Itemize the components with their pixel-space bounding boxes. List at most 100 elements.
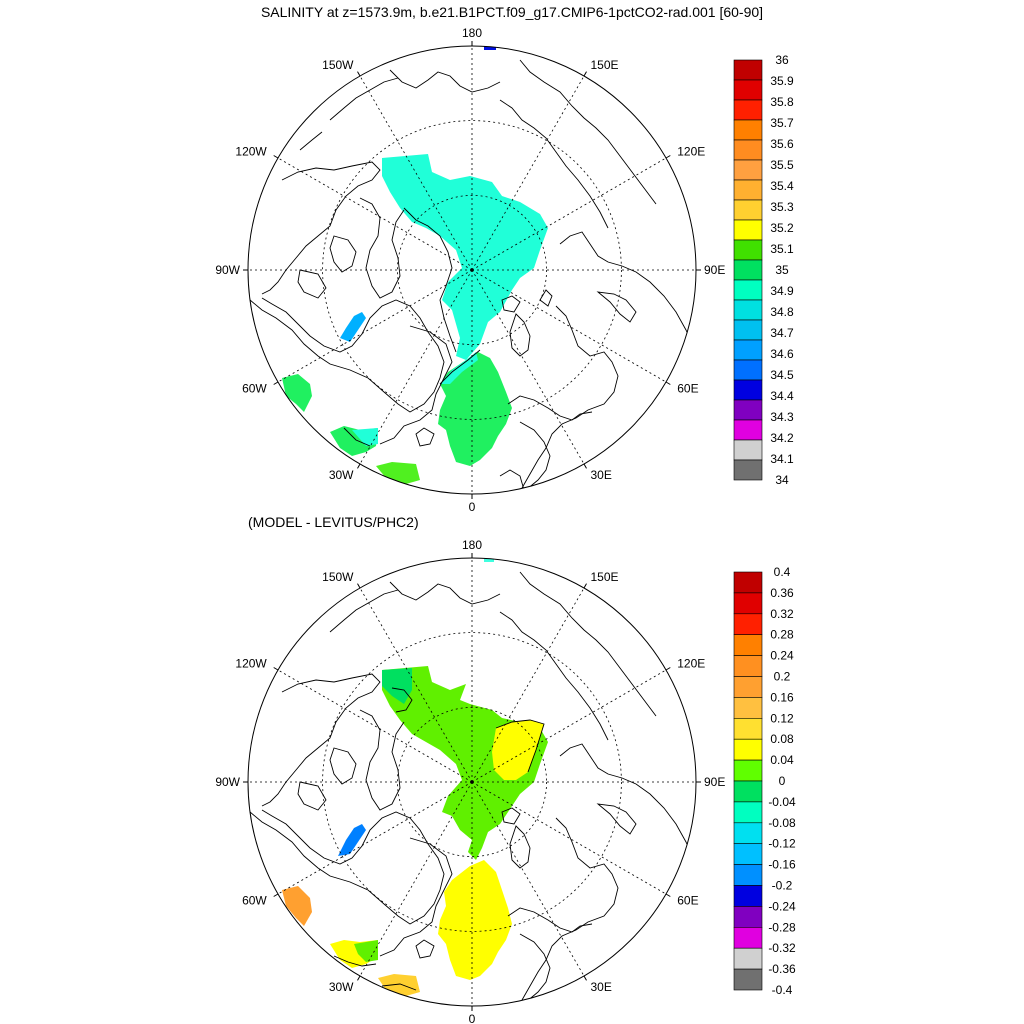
contour-lines [343, 349, 481, 447]
bottom-lon-label: 90E [704, 775, 725, 789]
bottom-colorbar-label: 0.04 [770, 753, 794, 767]
top-lon-label: 180 [462, 26, 482, 40]
bottom-polar-map: 180 150E 120E 90E 60E 30E 0 30W 60W 90W 120W 150W [215, 538, 725, 1024]
top-colorbar-label: 36 [775, 53, 789, 67]
bottom-lon-label: 60E [677, 894, 698, 908]
south-salinity-patch [376, 462, 420, 484]
arctic-anomaly-field [382, 666, 548, 860]
bottom-colorbar-swatch [733, 697, 763, 719]
lon-tick [665, 893, 671, 897]
bottom-lon-label: 60W [242, 894, 267, 908]
bottom-colorbar-label: -0.24 [768, 899, 796, 913]
south-anomaly-patch [378, 974, 420, 996]
lon-tick [665, 381, 671, 385]
top-colorbar-swatch [733, 359, 763, 381]
lon-tick [273, 155, 279, 159]
top-colorbar-label: 34.6 [770, 347, 794, 361]
lon-tick [583, 583, 587, 589]
top-colorbar-label: 34.3 [770, 410, 794, 424]
lon-tick [357, 71, 361, 77]
graticule-bottom [248, 558, 696, 1006]
top-colorbar-label: 34.8 [770, 305, 794, 319]
top-colorbar-label: 34 [775, 473, 789, 487]
top-colorbar-swatch [733, 199, 763, 221]
bottom-colorbar-label: 0.2 [774, 670, 791, 684]
arctic-anomaly-yellow [492, 720, 544, 780]
top-colorbar-label: 34.4 [770, 389, 794, 403]
bottom-colorbar-label: -0.32 [768, 941, 796, 955]
atlantic-anomaly-field [438, 860, 512, 980]
bottom-colorbar-swatch [733, 571, 763, 594]
lon-tick [273, 893, 279, 897]
top-colorbar-swatch [733, 179, 763, 201]
bottom-colorbar-swatch [733, 864, 763, 886]
top-colorbar-swatch [733, 79, 763, 101]
bottom-colorbar-label: -0.08 [768, 816, 796, 830]
top-colorbar-label: 34.5 [770, 368, 794, 382]
irminger-cyan-patch [352, 428, 378, 446]
bottom-colorbar-swatch [733, 801, 763, 824]
bottom-colorbar-label: 0 [779, 774, 786, 788]
top-lon-label: 30E [591, 468, 612, 482]
top-lon-label: 90W [215, 263, 240, 277]
top-colorbar-label: 34.2 [770, 431, 794, 445]
bottom-colorbar-swatch [733, 780, 763, 803]
bottom-colorbar-label: -0.4 [772, 983, 793, 997]
top-colorbar-label: 35.7 [770, 116, 794, 130]
bottom-colorbar-swatch [733, 655, 763, 677]
bottom-colorbar-swatch [733, 759, 763, 782]
bottom-colorbar-swatch [733, 738, 763, 761]
bottom-colorbar-swatch [733, 613, 763, 635]
baffin-anomaly-patch [338, 824, 366, 856]
coastlines [249, 59, 695, 494]
bottom-colorbar-label: 0.24 [770, 649, 794, 663]
bottom-lon-label: 0 [469, 1012, 476, 1024]
bottom-colorbar-swatch [733, 926, 763, 949]
top-lon-label: 150W [322, 58, 354, 72]
bottom-lon-label: 150W [322, 570, 354, 584]
bottom-colorbar-label: 0.28 [770, 628, 794, 642]
top-colorbar-label: 35.2 [770, 221, 794, 235]
bottom-colorbar-label: -0.04 [768, 795, 796, 809]
top-colorbar-swatch [733, 119, 763, 141]
pacific-salinity-dot [484, 46, 496, 50]
baffin-salinity-patch [340, 312, 366, 342]
top-colorbar-swatch [733, 439, 763, 461]
top-colorbar-label: 34.1 [770, 452, 794, 466]
bottom-lon-label: 30E [591, 980, 612, 994]
lon-tick [583, 463, 587, 469]
bottom-colorbar-label: -0.12 [768, 837, 796, 851]
top-lon-label: 150E [591, 58, 619, 72]
bottom-colorbar-label: -0.2 [772, 879, 793, 893]
lon-tick [357, 583, 361, 589]
top-colorbar: 36 35.9 35.8 35.7 35.6 35.5 35.4 35.3 35.2 35.1 35… [733, 53, 794, 487]
top-colorbar-swatch [733, 319, 763, 341]
bottom-colorbar-swatch [733, 843, 763, 865]
bottom-panel-title: (MODEL - LEVITUS/PHC2) [248, 514, 419, 530]
bottom-lon-label: 180 [462, 538, 482, 552]
bottom-colorbar-label: 0.32 [770, 607, 794, 621]
bottom-lon-label: 120W [235, 657, 267, 671]
bottom-colorbar-label: -0.16 [768, 858, 796, 872]
bottom-colorbar: 0.4 0.36 0.32 0.28 0.24 0.2 0.16 0.12 0.08 0.04 0 -… [733, 565, 796, 997]
lon-tick [665, 155, 671, 159]
bottom-lon-label: 150E [591, 570, 619, 584]
bottom-colorbar-swatch [733, 822, 763, 844]
top-lon-label: 60W [242, 382, 267, 396]
lon-tick [357, 463, 361, 469]
labrador-anomaly-patch [282, 886, 312, 926]
lon-tick [273, 667, 279, 671]
bottom-colorbar-swatch [733, 676, 763, 698]
bottom-lon-label: 120E [677, 657, 705, 671]
arctic-anomaly-green-edge [382, 668, 412, 704]
arctic-salinity-field [382, 154, 548, 360]
top-lon-label: 120E [677, 145, 705, 159]
top-colorbar-label: 34.7 [770, 326, 794, 340]
top-colorbar-label: 35.3 [770, 200, 794, 214]
bottom-colorbar-swatch [733, 968, 763, 991]
top-colorbar-swatch [733, 299, 763, 321]
bottom-colorbar-label: 0.16 [770, 690, 794, 704]
lon-tick [357, 975, 361, 981]
top-lon-label: 90E [704, 263, 725, 277]
